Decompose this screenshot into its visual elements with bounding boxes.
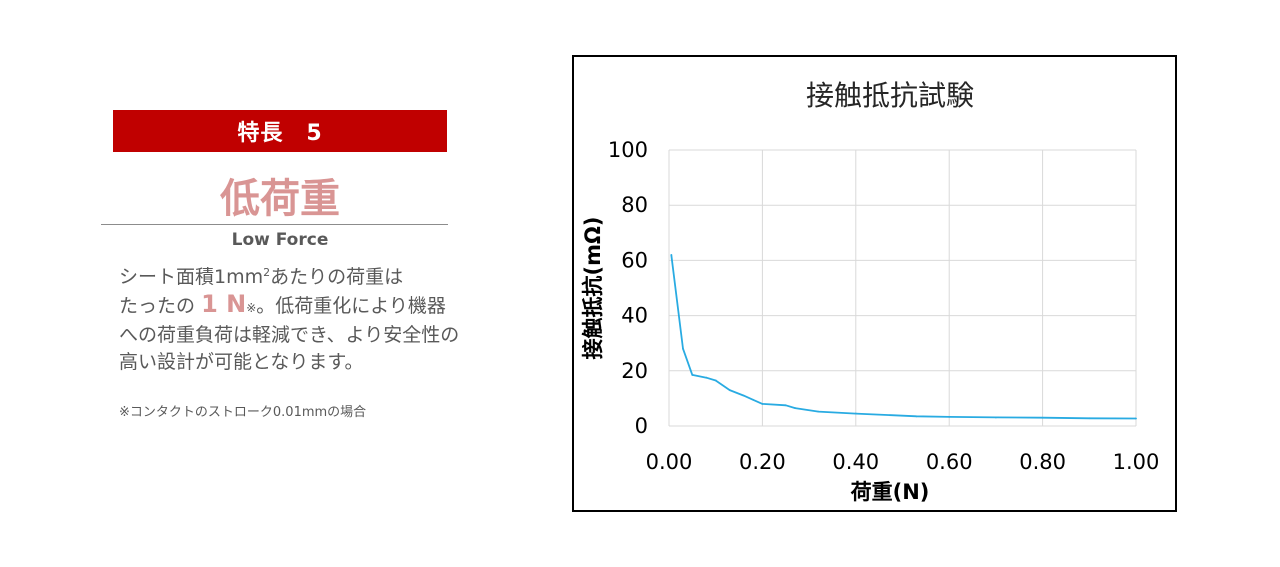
y-tick-label: 40 [621, 304, 648, 328]
data-point [915, 415, 918, 418]
feature-badge: 特長 5 [113, 110, 447, 152]
series-line [670, 254, 1137, 420]
data-point [1041, 416, 1044, 419]
y-tick-label: 80 [621, 193, 648, 217]
desc-part-4: 。低荷重化により機器への荷重負荷は軽減でき、より安全性の高い設計が可能となります… [119, 295, 460, 373]
x-tick-label: 1.00 [1113, 450, 1160, 474]
x-tick-label: 0.60 [926, 450, 973, 474]
series-layer [670, 253, 1137, 420]
data-point [995, 416, 997, 419]
data-point [742, 394, 745, 397]
feature-subtitle: Low Force [231, 230, 329, 250]
data-point [761, 403, 764, 405]
feature-description: シート面積1mm2あたりの荷重はたったの 1 N※。低荷重化により機器への荷重負… [119, 264, 464, 376]
data-point [682, 347, 684, 350]
data-point [728, 389, 731, 392]
desc-part-3: たったの [119, 295, 196, 317]
data-point [705, 376, 708, 379]
data-point [948, 415, 951, 418]
grid-layer [668, 149, 1137, 427]
chart-title: 接触抵抗試験 [806, 79, 974, 112]
data-point [714, 379, 717, 382]
desc-part-1: シート面積1mm [119, 266, 264, 288]
x-tick-label: 0.40 [832, 450, 879, 474]
desc-part-2: あたりの荷重は [270, 266, 404, 288]
y-tick-label: 60 [621, 248, 648, 272]
data-point [1088, 417, 1091, 420]
chart-frame: 接触抵抗試験 0 20 40 60 80 100 0.00 0.20 0.40 0.60 0.80 1… [572, 55, 1177, 512]
data-point [784, 404, 787, 407]
force-highlight: 1 N [201, 290, 247, 318]
x-tick-label: 0.00 [646, 450, 693, 474]
tick-labels: 0 20 40 60 80 100 0.00 0.20 0.40 0.60 0.80 1.00 [608, 138, 1159, 474]
reference-mark: ※ [246, 301, 257, 315]
data-point [670, 253, 673, 256]
data-point [691, 374, 694, 376]
title-divider [101, 224, 448, 225]
y-tick-label: 0 [635, 414, 648, 438]
y-tick-label: 100 [608, 138, 648, 162]
y-axis-title: 接触抵抗(mΩ) [581, 217, 605, 360]
data-point [817, 410, 820, 413]
data-point [752, 398, 754, 401]
desc-superscript: 2 [263, 266, 271, 279]
feature-title: 低荷重 [220, 176, 340, 222]
data-point [1135, 417, 1137, 420]
contact-resistance-chart: 接触抵抗試験 0 20 40 60 80 100 0.00 0.20 0.40 0.60 0.80 1… [581, 79, 1159, 504]
x-axis-title: 荷重(N) [851, 480, 930, 504]
data-point [794, 407, 796, 409]
x-tick-label: 0.20 [739, 450, 786, 474]
data-point [854, 412, 857, 415]
y-tick-label: 20 [621, 359, 648, 383]
feature-footnote: ※コンタクトのストローク0.01mmの場合 [119, 405, 367, 420]
x-tick-label: 0.80 [1019, 450, 1066, 474]
